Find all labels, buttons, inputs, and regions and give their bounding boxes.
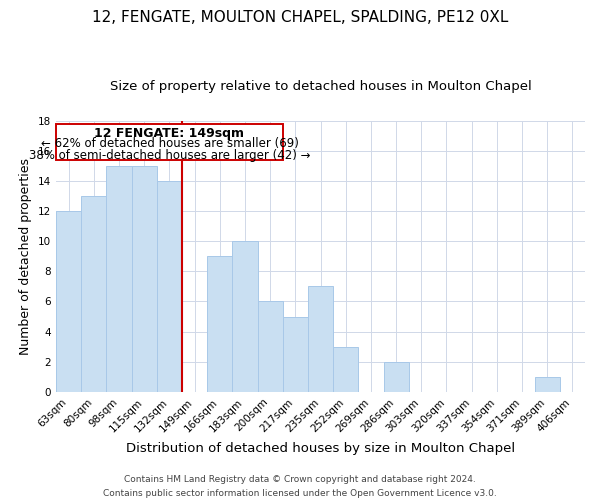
Bar [232,241,257,392]
Bar [333,346,358,392]
Text: 12 FENGATE: 149sqm: 12 FENGATE: 149sqm [94,128,244,140]
Bar [207,256,232,392]
Title: Size of property relative to detached houses in Moulton Chapel: Size of property relative to detached ho… [110,80,532,93]
Text: 38% of semi-detached houses are larger (42) →: 38% of semi-detached houses are larger (… [29,149,310,162]
Text: Contains HM Land Registry data © Crown copyright and database right 2024.
Contai: Contains HM Land Registry data © Crown c… [103,476,497,498]
Bar [535,377,560,392]
Text: ← 62% of detached houses are smaller (69): ← 62% of detached houses are smaller (69… [41,137,298,150]
Y-axis label: Number of detached properties: Number of detached properties [19,158,32,355]
Bar [257,302,283,392]
FancyBboxPatch shape [56,124,283,160]
Bar [81,196,106,392]
Bar [56,211,81,392]
Bar [157,181,182,392]
Text: 12, FENGATE, MOULTON CHAPEL, SPALDING, PE12 0XL: 12, FENGATE, MOULTON CHAPEL, SPALDING, P… [92,10,508,25]
Bar [106,166,131,392]
Bar [283,316,308,392]
Bar [383,362,409,392]
X-axis label: Distribution of detached houses by size in Moulton Chapel: Distribution of detached houses by size … [126,442,515,455]
Bar [131,166,157,392]
Bar [308,286,333,392]
